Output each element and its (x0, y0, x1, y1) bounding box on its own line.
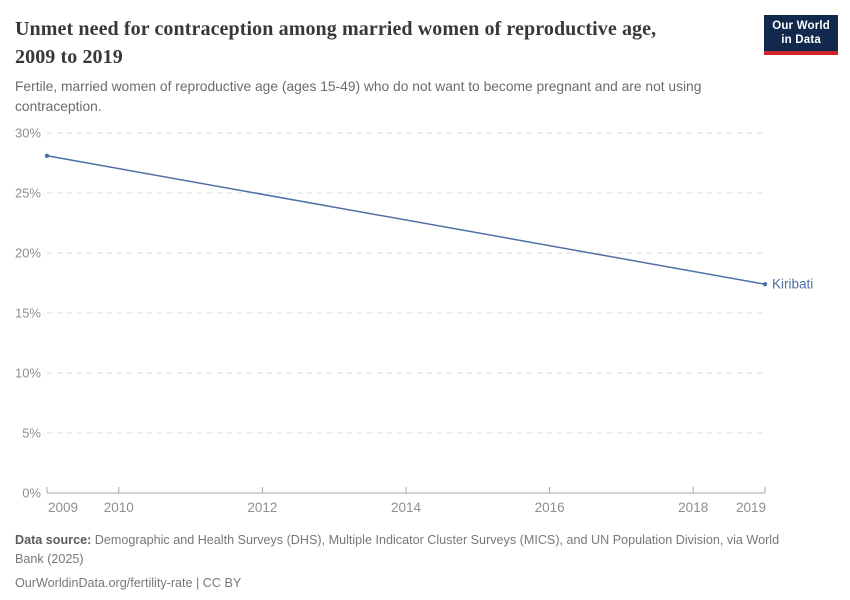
owid-logo[interactable]: Our World in Data (764, 15, 838, 55)
x-axis-label: 2016 (535, 500, 565, 515)
y-axis-label: 10% (15, 366, 41, 381)
owid-logo-line2: in Data (781, 34, 821, 47)
y-axis-label: 0% (22, 486, 41, 501)
series-line (46, 155, 766, 285)
series-label: Kiribati (772, 277, 813, 292)
owid-logo-line1: Our World (772, 20, 830, 32)
y-axis-label: 25% (15, 186, 41, 201)
series-endpoint (762, 282, 768, 287)
x-axis-label: 2012 (247, 500, 277, 515)
y-axis-label: 15% (15, 306, 41, 321)
x-axis-label: 2019 (736, 500, 766, 515)
license-link[interactable]: OurWorldinData.org/fertility-rate | CC B… (15, 575, 242, 590)
y-axis-label: 30% (15, 126, 41, 141)
page-title: Unmet need for contraception among marri… (15, 18, 657, 68)
chart-footer: Data source: Demographic and Health Surv… (15, 531, 797, 593)
x-axis-label: 2010 (104, 500, 134, 515)
y-axis-label: 20% (15, 246, 41, 261)
x-axis-label: 2018 (678, 500, 708, 515)
x-axis-label: 2014 (391, 500, 422, 515)
data-source-label: Data source: (15, 533, 92, 547)
y-axis-label: 5% (22, 426, 41, 441)
series-endpoint (44, 153, 50, 158)
data-source-line: Data source: Demographic and Health Surv… (15, 531, 797, 569)
x-axis-label: 2009 (48, 500, 78, 515)
data-source-text: Demographic and Health Surveys (DHS), Mu… (15, 533, 780, 566)
chart-subtitle: Fertile, married women of reproductive a… (15, 79, 702, 115)
